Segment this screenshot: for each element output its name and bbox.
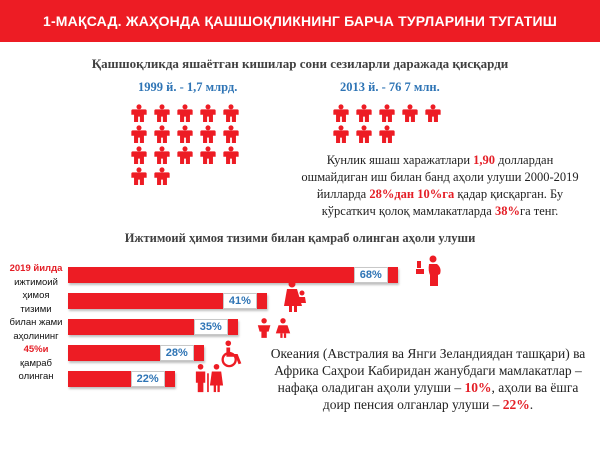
oceania-info-text: Океания (Австралия ва Янги Зеландиядан т… [270, 346, 586, 412]
value-22-oceania: 22% [502, 397, 530, 412]
y1999-person-icon [199, 125, 217, 143]
y2013-person-icon [332, 104, 350, 122]
poverty-info-text: Кунлик яшаш харажатлари 1,90 доллардан о… [301, 153, 579, 218]
page-banner: 1-МАҚСАД. ЖАҲОНДА ҚАШШОҚЛИКНИНГ БАРЧА ТУ… [0, 0, 600, 42]
year-1999-label: 1999 й. - 1,7 млрд. [138, 80, 238, 94]
coverage-bar [68, 267, 398, 283]
y2013-person-icon [332, 125, 350, 143]
coverage-bar-label: 41% [222, 293, 257, 309]
coverage-bar [68, 293, 267, 309]
children-icon [256, 317, 292, 344]
y2013-person-icon [355, 104, 373, 122]
y2013-person-icon [355, 125, 373, 143]
y1999-person-icon [153, 104, 171, 122]
social-protection-title: Ижтимоий ҳимоя тизими билан қамраб олинг… [124, 231, 476, 245]
value-10: 10% [417, 187, 443, 201]
y2013-person-icon [401, 104, 419, 122]
wheelchair-icon [218, 340, 246, 373]
poverty-subtitle: Қашшоқликда яшаётган кишилар сони сезила… [91, 56, 509, 71]
y1999-person-icon [153, 167, 171, 185]
y2013-person-icon [378, 104, 396, 122]
y2013-person-icon [378, 125, 396, 143]
value-28: 28% [369, 187, 395, 201]
pregnant-woman-icon [416, 255, 446, 292]
coverage-bar-label: 35% [193, 319, 228, 335]
y1999-person-icon [176, 104, 194, 122]
y1999-person-icon [176, 125, 194, 143]
y1999-person-icon [130, 167, 148, 185]
y1999-person-icon [130, 146, 148, 164]
y1999-person-icon [222, 125, 240, 143]
y1999-person-icon [199, 104, 217, 122]
mother-child-icon [280, 280, 310, 317]
y1999-person-icon [130, 104, 148, 122]
coverage-bar-label: 68% [353, 267, 388, 283]
year-2013-label: 2013 й. - 76 7 млн. [340, 80, 440, 94]
left-column-text: 2019 йилда ижтимоий ҳимоя тизими билан ж… [9, 263, 63, 382]
value-38: 38% [494, 204, 520, 218]
y1999-person-icon [130, 125, 148, 143]
y1999-person-icon [153, 146, 171, 164]
y1999-person-icon [199, 146, 217, 164]
coverage-bar-label: 22% [130, 371, 165, 387]
y1999-person-icon [222, 146, 240, 164]
y2013-person-icon [424, 104, 442, 122]
people-group-2013 [332, 104, 442, 143]
y1999-person-icon [222, 104, 240, 122]
coverage-bar-label: 28% [159, 345, 194, 361]
y1999-person-icon [153, 125, 171, 143]
elderly-icon [192, 363, 226, 398]
value-10-oceania: 10% [464, 380, 492, 395]
value-1-90: 1,90 [473, 153, 496, 167]
y1999-person-icon [176, 146, 194, 164]
people-group-1999 [130, 104, 240, 185]
